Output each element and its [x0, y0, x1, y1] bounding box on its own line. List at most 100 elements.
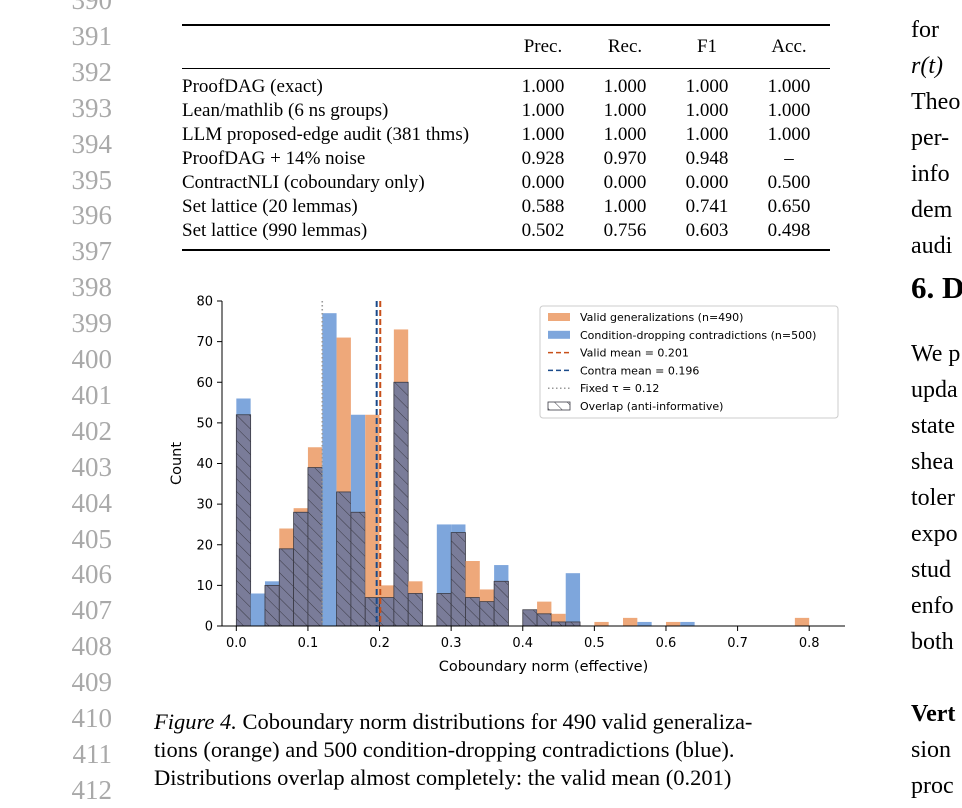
row-label: Set lattice (20 lemmas)	[182, 196, 358, 217]
overlap-hatch	[436, 593, 452, 627]
x-tick-label: 0.6	[656, 636, 677, 651]
table-cell: 0.603	[685, 220, 729, 241]
x-tick-label: 0.3	[441, 636, 462, 651]
y-axis-label: Count	[169, 442, 185, 485]
y-tick-label: 30	[196, 498, 213, 513]
line-number: 402	[71, 415, 113, 446]
figure-caption: Figure 4. Coboundary norm distributions …	[154, 708, 866, 792]
table-header-cell: Rec.	[607, 36, 643, 57]
x-axis-label: Coboundary norm (effective)	[439, 659, 649, 675]
body-text-line: Vert	[911, 701, 956, 727]
legend-label: Valid generalizations (n=490)	[580, 311, 743, 324]
y-tick-label: 60	[196, 376, 213, 391]
overlap-hatch	[522, 609, 538, 627]
body-text-line: Theo	[911, 89, 961, 115]
body-text-line: upda	[911, 377, 958, 403]
body-text-line: dem	[911, 197, 953, 223]
body-text-line: per-	[911, 125, 950, 151]
line-number: 407	[71, 595, 113, 626]
table-header-row: Prec. Rec. F1 Acc.	[182, 25, 830, 69]
body-text-line: info	[911, 161, 950, 187]
table-row: LLM proposed-edge audit (381 thms) 1.000 1…	[182, 123, 830, 147]
table-cell: 0.948	[685, 148, 729, 169]
table-row: Set lattice (20 lemmas) 0.588 1.000 0.741 0.…	[182, 195, 830, 219]
y-tick-label: 0	[205, 620, 213, 635]
line-number: 392	[71, 56, 113, 87]
body-text-line: sion	[911, 737, 952, 763]
body-text-line: expo	[911, 521, 958, 547]
body-text-line: stud	[911, 557, 952, 583]
table-cell: –	[784, 148, 794, 169]
caption-text: Coboundary norm distributions for 490 va…	[242, 709, 753, 734]
overlap-hatch	[465, 597, 481, 627]
table-header-cell	[182, 25, 502, 69]
line-number: 404	[71, 487, 113, 518]
table-row: Lean/mathlib (6 ns groups) 1.000 1.000 1.00…	[182, 99, 830, 123]
row-label: LLM proposed-edge audit (381 thms)	[182, 124, 470, 145]
table-cell: 1.000	[685, 124, 729, 145]
overlap-hatch	[336, 491, 352, 627]
table-cell: 1.000	[521, 100, 565, 121]
table-cell: 1.000	[767, 124, 811, 145]
line-number: 393	[71, 92, 113, 123]
histogram-figure: 0 10 20 30 40 50 60 70 80 0.0 0.1 0.2 0.3 0.4 0.5 0.6 0.…	[169, 295, 845, 675]
table-row: ContractNLI (coboundary only) 0.000 0.000 0…	[182, 171, 830, 195]
overlap-hatch	[393, 381, 409, 627]
row-label: Lean/mathlib (6 ns groups)	[182, 100, 389, 121]
overlap-hatch	[551, 621, 567, 627]
line-number: 409	[71, 667, 113, 698]
y-tick-label: 80	[196, 295, 213, 310]
table-cell: 0.000	[521, 172, 565, 193]
legend-label: Fixed τ = 0.12	[580, 382, 659, 395]
line-number: 403	[71, 451, 113, 482]
valid-bar	[665, 621, 681, 626]
legend-swatch	[548, 330, 570, 339]
figure-label: Figure 4.	[154, 709, 237, 734]
row-label: ContractNLI (coboundary only)	[182, 172, 425, 193]
table-cell: 0.498	[767, 220, 811, 241]
valid-bar	[594, 621, 609, 626]
body-text-line: shea	[911, 449, 954, 475]
x-tick-label: 0.0	[226, 636, 247, 651]
overlap-hatch	[278, 548, 295, 627]
caption-line: tions (orange) and 500 condition-droppin…	[154, 737, 735, 762]
y-tick-label: 50	[196, 416, 213, 431]
body-text-line: audi	[911, 233, 953, 259]
contra-bar	[680, 621, 695, 626]
x-tick-label: 0.5	[584, 636, 605, 651]
line-number: 405	[71, 523, 113, 554]
row-label: ProofDAG + 14% noise	[182, 148, 366, 169]
x-tick-label: 0.1	[298, 636, 319, 651]
legend-swatch	[547, 401, 571, 411]
row-label: Set lattice (990 lemmas)	[182, 220, 368, 241]
overlap-hatch	[307, 467, 323, 627]
line-number: 397	[71, 236, 113, 267]
results-table: Prec. Rec. F1 Acc. ProofDAG (exact) 1.000…	[182, 24, 830, 251]
overlap-hatch	[536, 613, 552, 627]
table-cell: 1.000	[603, 196, 647, 217]
table-cell: 0.588	[521, 196, 565, 217]
table-header-cell: Prec.	[523, 36, 563, 57]
x-tick-label: 0.2	[369, 636, 390, 651]
table-cell: 0.650	[767, 196, 811, 217]
line-number: 401	[71, 379, 113, 410]
table-cell: 0.970	[603, 148, 647, 169]
line-number: 406	[71, 559, 113, 590]
table-header-cell: F1	[696, 36, 718, 57]
body-text-line: toler	[911, 485, 955, 511]
line-number: 411	[72, 738, 113, 769]
contra-bar	[637, 621, 652, 626]
body-text-line: proc	[911, 773, 954, 799]
overlap-hatch	[565, 621, 581, 627]
overlap-hatch	[493, 580, 509, 627]
line-number: 408	[71, 631, 113, 662]
legend-label: Valid mean = 0.201	[580, 347, 689, 360]
overlap-hatch	[264, 584, 280, 627]
overlap-hatch	[350, 511, 366, 627]
body-text-line: r(t)	[911, 53, 943, 79]
legend-label: Condition-dropping contradictions (n=500…	[580, 329, 816, 342]
body-text-line: for	[911, 17, 939, 43]
y-tick-label: 40	[196, 457, 213, 472]
overlap-hatch	[479, 601, 495, 627]
table-cell: 1.000	[521, 124, 565, 145]
